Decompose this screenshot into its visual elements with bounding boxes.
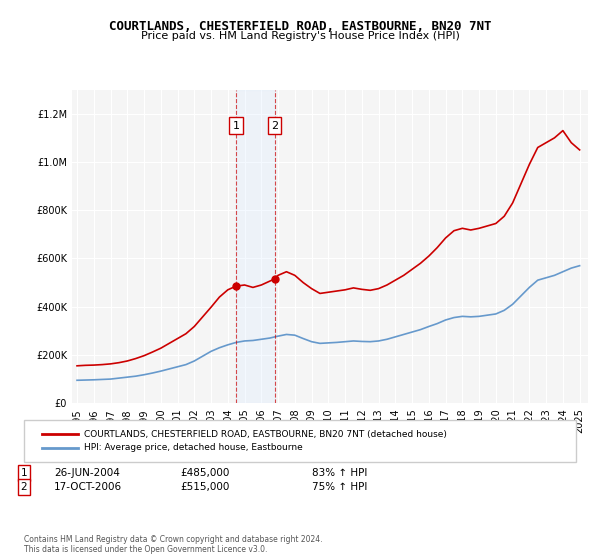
Text: COURTLANDS, CHESTERFIELD ROAD, EASTBOURNE, BN20 7NT: COURTLANDS, CHESTERFIELD ROAD, EASTBOURN…: [109, 20, 491, 32]
Text: HPI: Average price, detached house, Eastbourne: HPI: Average price, detached house, East…: [84, 444, 303, 452]
Text: Price paid vs. HM Land Registry's House Price Index (HPI): Price paid vs. HM Land Registry's House …: [140, 31, 460, 41]
Text: 75% ↑ HPI: 75% ↑ HPI: [312, 482, 367, 492]
Text: £485,000: £485,000: [180, 468, 229, 478]
Text: 17-OCT-2006: 17-OCT-2006: [54, 482, 122, 492]
Text: £515,000: £515,000: [180, 482, 229, 492]
Text: 2: 2: [271, 121, 278, 131]
Text: COURTLANDS, CHESTERFIELD ROAD, EASTBOURNE, BN20 7NT (detached house): COURTLANDS, CHESTERFIELD ROAD, EASTBOURN…: [84, 430, 447, 438]
Text: 1: 1: [232, 121, 239, 131]
Text: 2: 2: [20, 482, 28, 492]
Bar: [236, 90, 275, 403]
Text: 1: 1: [20, 468, 28, 478]
Text: 83% ↑ HPI: 83% ↑ HPI: [312, 468, 367, 478]
Text: Contains HM Land Registry data © Crown copyright and database right 2024.
This d: Contains HM Land Registry data © Crown c…: [24, 535, 323, 554]
Text: 26-JUN-2004: 26-JUN-2004: [54, 468, 120, 478]
